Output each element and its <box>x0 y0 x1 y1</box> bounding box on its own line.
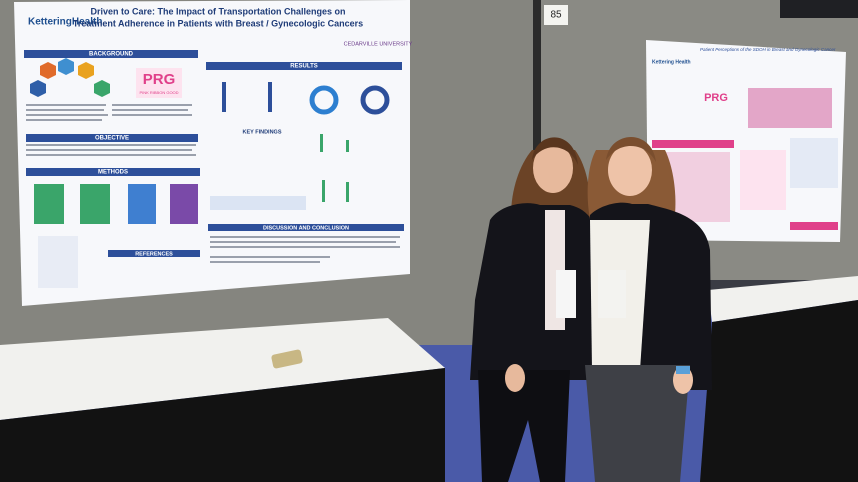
shape <box>608 144 652 196</box>
shape <box>26 149 192 151</box>
shape <box>790 222 838 230</box>
badge: PRG <box>143 71 176 88</box>
shape <box>585 365 690 482</box>
section-heading: RESULTS <box>290 64 318 70</box>
left-poster: KetteringHealth Driven to Care: The Impa… <box>14 0 413 306</box>
shape <box>26 109 104 111</box>
shape <box>94 80 110 97</box>
shape <box>346 140 349 152</box>
shape <box>34 184 64 224</box>
booth-card <box>544 5 568 25</box>
section-heading: METHODS <box>98 170 128 176</box>
shape <box>309 85 339 115</box>
ceiling <box>780 0 858 18</box>
shape <box>112 114 192 116</box>
shape <box>505 364 525 392</box>
shape <box>58 58 74 75</box>
section-bar <box>208 224 404 231</box>
shape <box>26 119 102 121</box>
shape <box>478 370 570 482</box>
shape <box>320 134 323 152</box>
person-right <box>585 137 712 482</box>
shape <box>360 85 390 115</box>
person-left <box>470 137 600 482</box>
shape <box>268 82 272 112</box>
section-heading: KEY FINDINGS <box>242 129 281 135</box>
shape <box>346 182 349 202</box>
shape <box>210 246 400 248</box>
shape <box>708 276 858 322</box>
method-boxes <box>34 184 198 288</box>
poster-title: Treatment Adherence in Patients with Bre… <box>73 18 363 28</box>
text-lines <box>26 104 196 156</box>
shape <box>0 318 445 420</box>
result-graphics <box>210 82 390 210</box>
poster-title: Patient Perceptions of the SDOH in Breas… <box>700 47 836 52</box>
shape <box>78 62 94 79</box>
shape <box>210 256 330 258</box>
badge-sub: PINK RIBBON GOOD <box>139 90 178 95</box>
shape <box>40 62 56 79</box>
shape <box>210 236 400 238</box>
shape <box>210 261 320 263</box>
section-bar <box>108 250 200 257</box>
section-bar <box>26 168 200 176</box>
shape <box>676 366 690 374</box>
shape <box>700 300 858 482</box>
shape <box>556 270 576 318</box>
section-heading: OBJECTIVE <box>95 136 129 142</box>
shape <box>26 144 196 146</box>
section-heading: BACKGROUND <box>89 52 134 58</box>
section-bar <box>206 62 402 70</box>
shape <box>470 203 600 380</box>
shape <box>606 137 656 162</box>
shape <box>210 241 396 243</box>
university-name: CEDARVILLE UNIVERSITY <box>344 41 413 47</box>
shape <box>533 143 573 193</box>
shape <box>740 150 786 210</box>
shape <box>26 114 108 116</box>
shape <box>128 184 156 224</box>
shape <box>222 82 226 112</box>
shape <box>26 104 106 106</box>
poster-logo: Kettering Health <box>652 59 691 65</box>
shape <box>210 196 306 210</box>
shape <box>26 154 196 156</box>
right-poster: Patient Perceptions of the SDOH in Breas… <box>646 40 846 242</box>
booth-number: 85 <box>550 10 562 21</box>
shape <box>38 236 78 288</box>
shape <box>112 109 188 111</box>
section-bar <box>26 134 198 142</box>
text-lines <box>210 236 400 263</box>
shape <box>112 104 192 106</box>
shape <box>652 140 734 148</box>
section-heading: REFERENCES <box>135 251 173 257</box>
poster-logo: KetteringHealth <box>28 17 102 28</box>
shape <box>532 137 578 165</box>
shape <box>322 180 325 202</box>
section-bar <box>24 50 198 58</box>
shape <box>598 270 626 318</box>
shape <box>271 349 303 369</box>
badge: PRG <box>704 92 728 104</box>
poster-title: Driven to Care: The Impact of Transporta… <box>90 6 345 16</box>
hexagons <box>30 58 110 97</box>
shape <box>30 80 46 97</box>
shape <box>170 184 198 224</box>
badge-box <box>136 68 182 98</box>
section-heading: DISCUSSION AND CONCLUSION <box>263 225 349 231</box>
shape <box>80 184 110 224</box>
table-left <box>0 318 445 482</box>
shape <box>0 368 445 482</box>
shape <box>748 88 832 128</box>
table-right <box>700 276 858 482</box>
shape <box>790 138 838 188</box>
